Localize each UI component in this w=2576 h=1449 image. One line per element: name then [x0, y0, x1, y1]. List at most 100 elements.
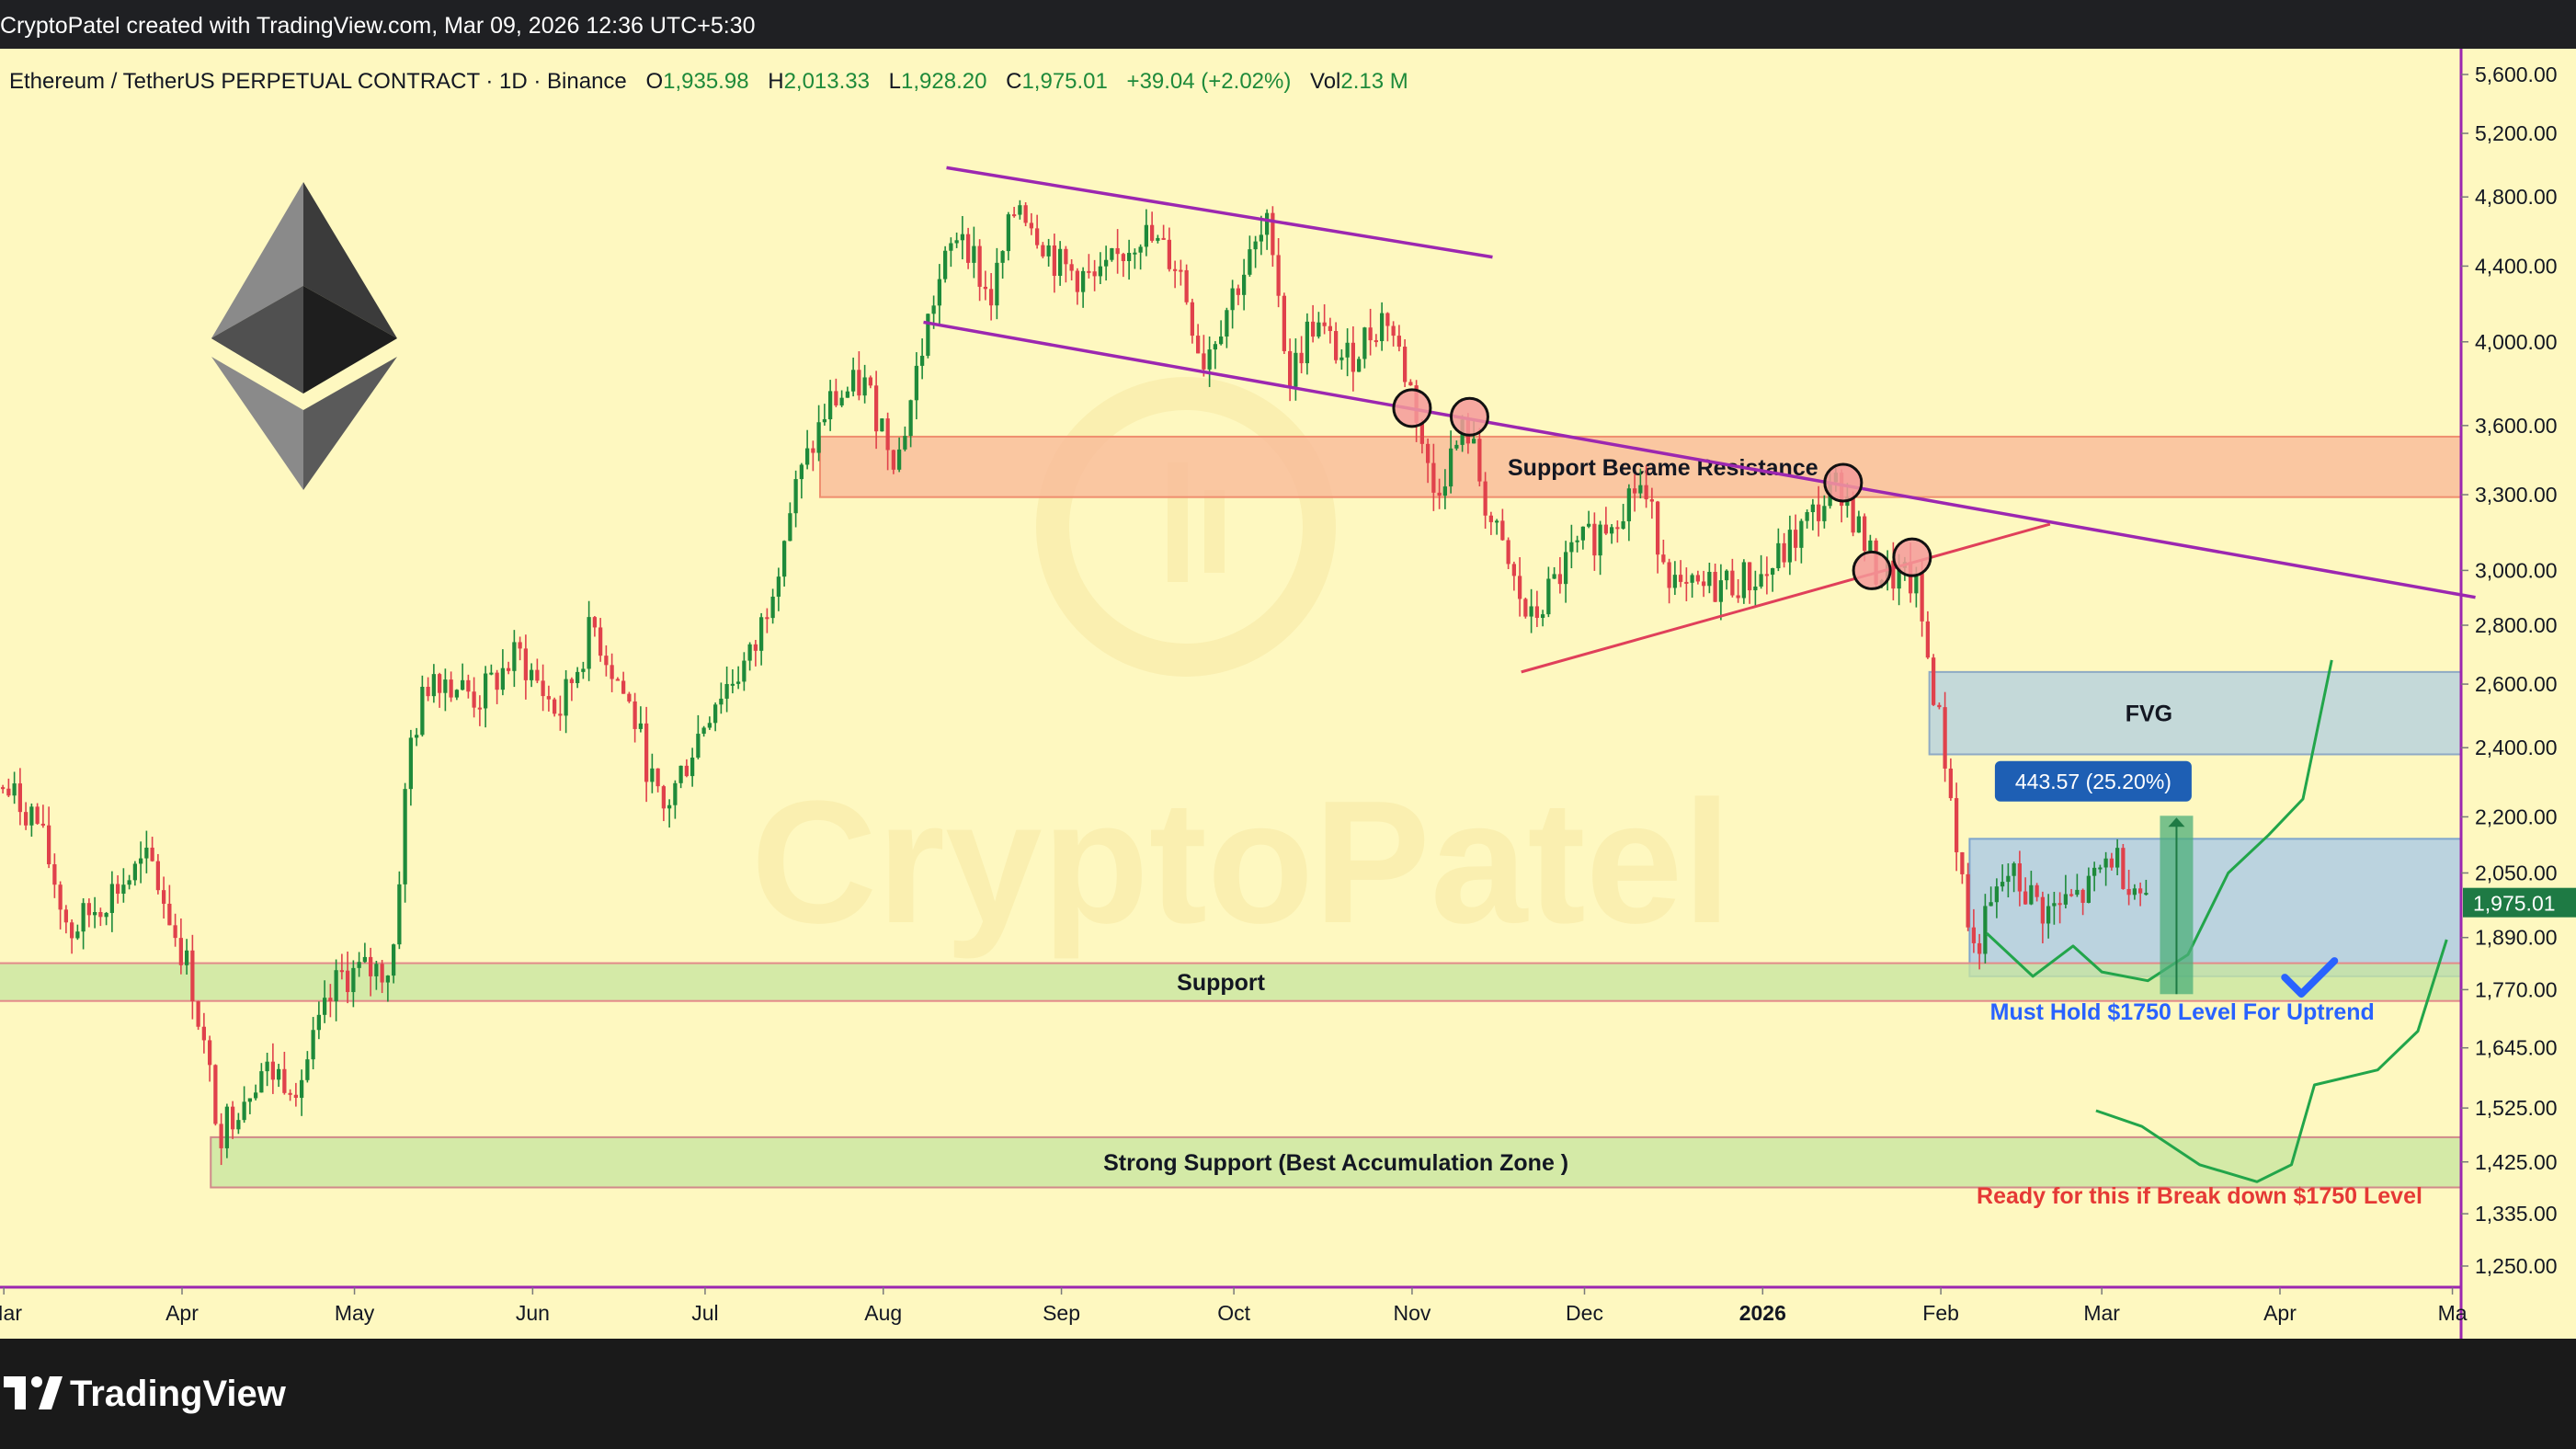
candle-body: [1575, 540, 1579, 542]
candle-body: [12, 783, 17, 796]
candle-body: [2063, 894, 2068, 905]
candle-body: [1741, 562, 1746, 599]
time-tick-label: Jul: [691, 1301, 718, 1325]
candle-body: [1259, 234, 1263, 242]
candle-body: [989, 289, 994, 306]
candle-body: [1483, 481, 1487, 516]
candle-body: [908, 400, 913, 437]
candle-body: [1725, 570, 1729, 581]
time-tick-label: Feb: [1922, 1301, 1959, 1325]
price-tick-label: 1,525.00: [2475, 1096, 2558, 1120]
candle-body: [701, 727, 706, 735]
candle-body: [236, 1120, 241, 1130]
candle-body: [397, 884, 402, 945]
candle-body: [2080, 889, 2085, 903]
legend-low-value: 1,928.20: [901, 69, 986, 94]
time-tick-label: May: [335, 1301, 375, 1325]
candle-body: [1603, 524, 1608, 534]
candle-body: [2017, 863, 2022, 892]
candle-body: [1041, 245, 1045, 257]
channel-upper-line: [946, 165, 1493, 259]
candle-body: [1075, 270, 1079, 292]
time-tick-label: 2026: [1739, 1301, 1786, 1325]
candle-body: [1396, 336, 1401, 348]
candle-body: [535, 669, 540, 681]
candle-body: [1035, 228, 1040, 245]
candle-body: [1564, 552, 1568, 585]
candle-body: [1373, 340, 1378, 343]
legend-change: +39.04 (+2.02%): [1127, 69, 1292, 94]
candle-body: [834, 391, 838, 405]
candle-body: [1598, 524, 1602, 556]
rejection-marker: [1852, 550, 1892, 590]
candle-body: [242, 1101, 246, 1121]
candle-body: [1362, 327, 1367, 359]
candle-body: [1449, 448, 1453, 487]
price-tick-label: 5,600.00: [2475, 63, 2558, 86]
candle-body: [1679, 575, 1683, 582]
candle-body: [1626, 488, 1631, 521]
candle-body: [1759, 574, 1763, 587]
candle-body: [1960, 851, 1965, 874]
candle-body: [1196, 336, 1201, 354]
candle-body: [816, 422, 821, 453]
candle-body: [507, 667, 511, 671]
time-axis[interactable]: Mar Apr May Jun Jul Aug Sep Oct Nov Dec 2026 Feb Mar…: [0, 1287, 2468, 1325]
candle-body: [1506, 540, 1510, 565]
candle-body: [1511, 564, 1516, 576]
candle-body: [1736, 595, 1740, 599]
price-axis[interactable]: 5,600.00 5,200.00 4,800.00 4,400.00 4,000.00…: [2461, 63, 2576, 1278]
price-tick-label: 4,400.00: [2475, 254, 2558, 278]
candle-body: [788, 513, 792, 542]
candle-body: [47, 825, 51, 865]
price-tick-label: 3,300.00: [2475, 483, 2558, 507]
candle-body: [736, 681, 741, 684]
candle-body: [1638, 485, 1643, 494]
candle-body: [2057, 903, 2062, 906]
resistance-zone-label: Support Became Resistance: [1508, 455, 1818, 481]
candle-body: [650, 768, 655, 782]
price-tick-label: 1,770.00: [2475, 977, 2558, 1001]
candle-body: [484, 673, 488, 709]
legend-close-label: C: [1006, 69, 1021, 94]
candle-body: [2006, 875, 2011, 883]
candle-body: [805, 448, 810, 465]
candle-body: [334, 970, 338, 1002]
price-tick-label: 1,645.00: [2475, 1036, 2558, 1060]
time-tick-label: Mar: [0, 1301, 22, 1325]
rising-trendline: [1521, 522, 2051, 674]
price-chart[interactable]: CryptoPatel Support Became Resistance FVG…: [0, 49, 2576, 1339]
candle-body: [1202, 353, 1206, 370]
candle-body: [1098, 266, 1102, 277]
candle-body: [472, 691, 476, 708]
candle-body: [1322, 322, 1327, 326]
candle-body: [2023, 891, 2028, 905]
candle-body: [190, 950, 195, 1002]
candle-body: [415, 735, 419, 738]
candle-body: [1334, 331, 1339, 360]
candle-body: [17, 783, 22, 813]
candle-body: [1426, 443, 1430, 463]
candle-body: [1184, 269, 1189, 302]
candle-body: [592, 617, 597, 628]
candle-body: [426, 687, 430, 697]
candle-body: [920, 355, 925, 366]
candle-body: [1454, 444, 1459, 449]
candle-body: [1127, 253, 1132, 261]
candle-body: [1368, 327, 1373, 341]
candle-body: [116, 884, 120, 895]
candle-body: [224, 1106, 229, 1148]
candle-body: [655, 768, 660, 787]
candle-body: [1994, 886, 1999, 903]
candle-body: [759, 617, 764, 651]
candle-body: [438, 674, 442, 693]
price-tick-label: 2,800.00: [2475, 613, 2558, 637]
legend-low-label: L: [889, 69, 901, 94]
candle-body: [587, 617, 591, 669]
candle-body: [466, 679, 471, 692]
candle-body: [1948, 768, 1953, 799]
candle-body: [369, 956, 373, 976]
candle-body: [2132, 888, 2137, 896]
candle-body: [1592, 523, 1597, 556]
candle-body: [1213, 344, 1217, 350]
